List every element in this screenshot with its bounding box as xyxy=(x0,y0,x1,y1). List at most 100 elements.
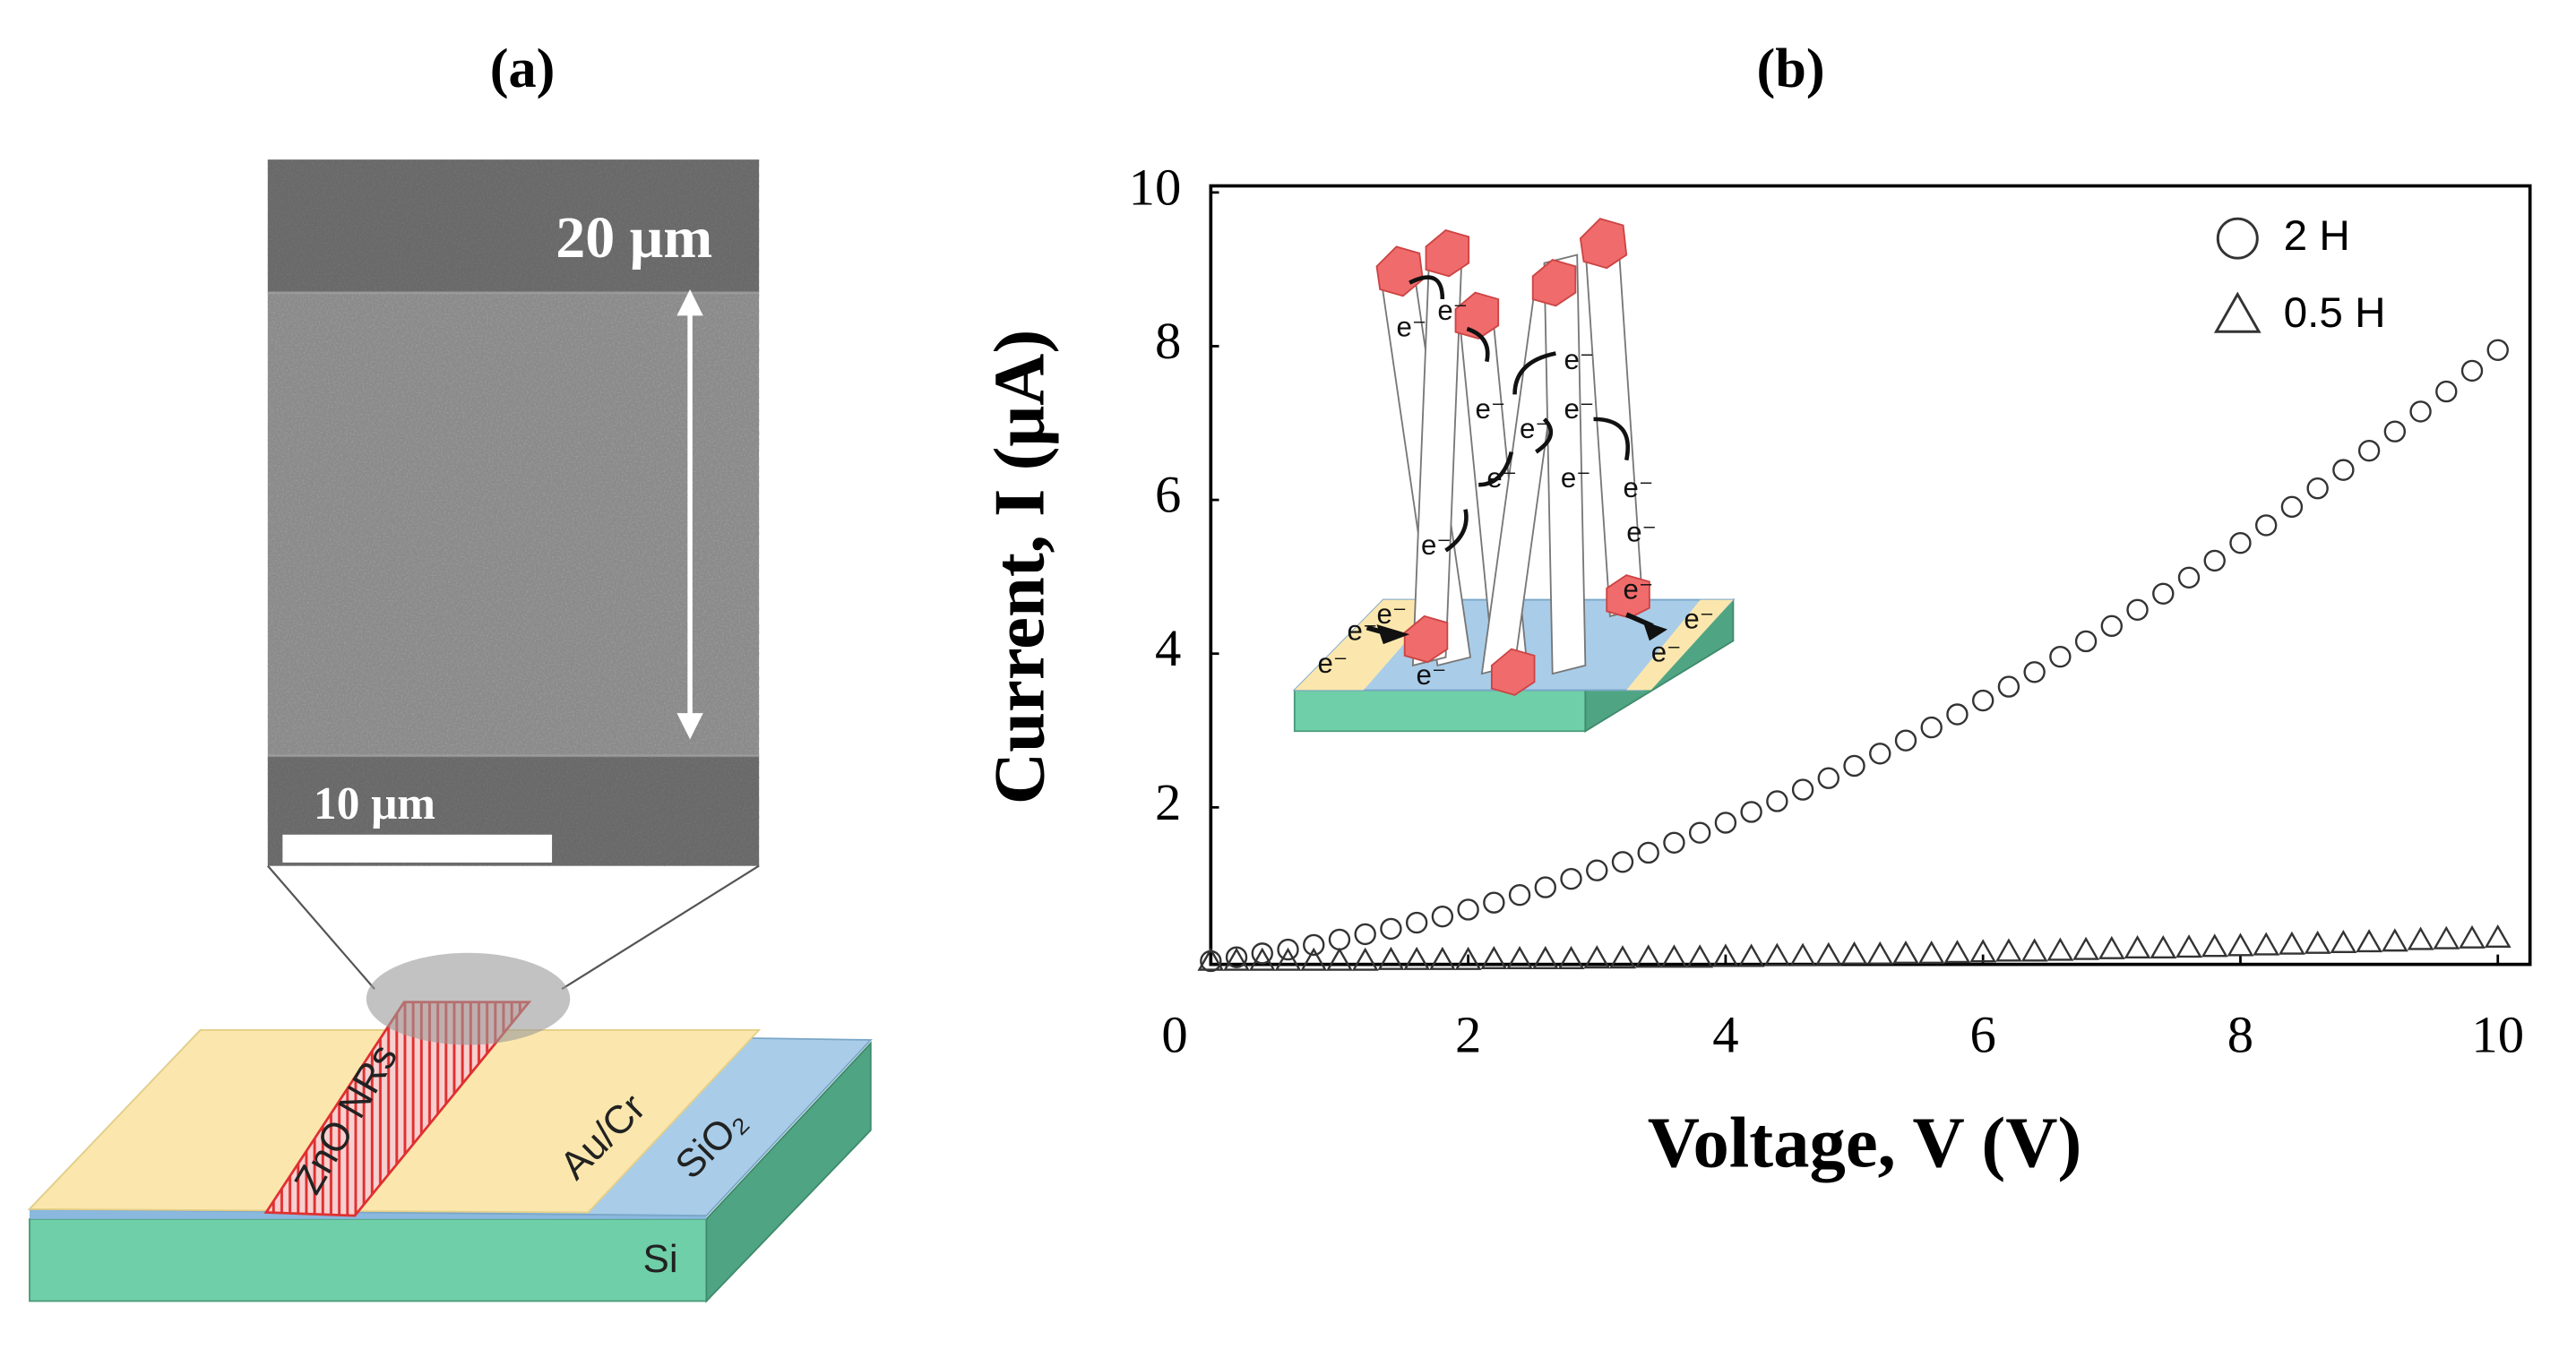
marker-circle xyxy=(1303,933,1325,957)
marker-triangle xyxy=(2253,932,2280,956)
marker-triangle xyxy=(1634,944,1662,968)
marker-circle xyxy=(1277,938,1299,961)
electron-label: e⁻ xyxy=(1397,311,1427,342)
marker-circle xyxy=(1791,778,1814,801)
marker-circle xyxy=(2023,661,2046,683)
marker-circle xyxy=(2100,614,2124,638)
marker-triangle xyxy=(1686,944,1714,968)
legend-label: 0.5 H xyxy=(2284,289,2386,337)
marker-triangle xyxy=(2279,931,2305,955)
marker-triangle xyxy=(1943,940,1971,964)
marker-triangle xyxy=(2356,929,2382,953)
marker-triangle xyxy=(1403,946,1431,970)
electron-label: e⁻ xyxy=(1564,344,1595,375)
marker-triangle xyxy=(2098,935,2125,959)
marker-triangle xyxy=(1274,947,1302,971)
marker-triangle xyxy=(2020,938,2048,962)
marker-triangle xyxy=(2201,933,2228,958)
marker-circle xyxy=(1251,942,1273,965)
marker-circle xyxy=(1483,891,1505,914)
marker-circle xyxy=(1869,743,1891,765)
inset: e⁻e⁻e⁻e⁻e⁻e⁻e⁻ e⁻ e⁻e⁻e⁻e⁻e⁻e⁻ e⁻e⁻e⁻e⁻ xyxy=(1292,218,1736,733)
marker-circle xyxy=(1508,883,1531,906)
electron-label: e⁻ xyxy=(1684,604,1714,635)
marker-triangle xyxy=(2433,925,2460,949)
marker-circle xyxy=(1534,876,1556,898)
marker-triangle xyxy=(1737,943,1765,967)
substrate-label: Si xyxy=(643,1237,678,1281)
marker-circle xyxy=(1714,812,1737,834)
marker-circle xyxy=(1431,905,1454,928)
marker-circle xyxy=(2306,477,2329,500)
marker-triangle xyxy=(1892,940,1919,965)
marker-circle xyxy=(1663,831,1685,854)
marker-triangle xyxy=(1583,945,1611,969)
marker-circle xyxy=(2049,645,2072,668)
electron-label: e⁻ xyxy=(1377,598,1408,630)
marker-triangle xyxy=(2304,930,2331,954)
marker-triangle xyxy=(1763,942,1791,967)
electron-label: e⁻ xyxy=(1520,413,1550,444)
electron-label: e⁻ xyxy=(1476,393,1506,425)
marker-triangle xyxy=(1840,941,1868,965)
marker-triangle xyxy=(1326,947,1353,971)
scale-bar-label: 10 μm xyxy=(314,778,435,829)
zoom-lines xyxy=(267,864,760,991)
marker-circle xyxy=(2255,514,2278,537)
marker-circle xyxy=(1946,703,1969,726)
marker-circle xyxy=(1611,851,1634,873)
marker-circle xyxy=(1766,790,1788,812)
x-tick-label: 6 xyxy=(1970,1005,1996,1063)
x-tick-label: 2 xyxy=(1455,1005,1481,1063)
marker-circle xyxy=(1971,689,1994,712)
electron-label: e⁻ xyxy=(1561,462,1591,494)
marker-triangle xyxy=(1351,947,1379,971)
device-schematic xyxy=(27,952,873,1303)
marker-triangle xyxy=(1917,940,1945,965)
scale-bar xyxy=(282,834,553,863)
marker-triangle xyxy=(2330,929,2357,954)
electron-label: e⁻ xyxy=(1437,295,1468,326)
sem-image xyxy=(267,159,760,866)
marker-circle xyxy=(2332,459,2355,481)
marker-triangle xyxy=(2175,934,2202,958)
panel-label: (a) xyxy=(490,38,556,99)
marker-circle xyxy=(2460,359,2484,382)
marker-triangle xyxy=(2227,932,2254,957)
y-tick-label: 2 xyxy=(1155,773,1181,831)
marker-triangle xyxy=(1223,947,1250,971)
marker-triangle xyxy=(2072,936,2099,960)
marker-triangle xyxy=(1814,941,1842,966)
marker-circle xyxy=(2074,630,2098,653)
marker-triangle xyxy=(1531,946,1559,970)
marker-triangle xyxy=(2213,291,2262,333)
marker-circle xyxy=(1560,867,1582,890)
marker-circle xyxy=(1817,767,1840,789)
marker-circle xyxy=(1586,859,1608,881)
marker-triangle xyxy=(2459,924,2486,949)
electron-label: e⁻ xyxy=(1486,462,1517,494)
marker-circle xyxy=(2435,380,2458,403)
marker-circle xyxy=(2486,339,2509,361)
marker-triangle xyxy=(1712,943,1739,967)
electron-label: e⁻ xyxy=(1564,393,1595,425)
marker-circle xyxy=(1380,917,1402,941)
electron-label: e⁻ xyxy=(1624,472,1654,503)
marker-triangle xyxy=(1248,947,1276,971)
marker-triangle xyxy=(1866,941,1894,965)
electron-label: e⁻ xyxy=(1421,529,1452,561)
marker-circle xyxy=(1457,898,1479,921)
marker-circle xyxy=(2216,217,2259,260)
marker-triangle xyxy=(1789,942,1816,967)
legend-label: 2 H xyxy=(2284,212,2350,260)
y-tick-label: 8 xyxy=(1155,312,1181,370)
electron-label: e⁻ xyxy=(1318,648,1348,679)
marker-triangle xyxy=(1300,947,1328,971)
marker-circle xyxy=(1225,946,1248,968)
marker-circle xyxy=(1997,675,2020,698)
marker-triangle xyxy=(2407,926,2434,950)
electron-label: e⁻ xyxy=(1417,659,1447,691)
panel-label: (b) xyxy=(1756,38,1824,99)
y-tick-label: 4 xyxy=(1155,619,1181,677)
marker-circle xyxy=(1920,716,1943,739)
